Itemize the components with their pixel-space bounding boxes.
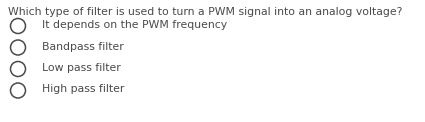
Text: Bandpass filter: Bandpass filter [42, 41, 124, 51]
Text: High pass filter: High pass filter [42, 85, 125, 95]
Text: Which type of filter is used to turn a PWM signal into an analog voltage?: Which type of filter is used to turn a P… [8, 7, 402, 17]
Text: Low pass filter: Low pass filter [42, 63, 121, 73]
Text: It depends on the PWM frequency: It depends on the PWM frequency [42, 20, 227, 30]
